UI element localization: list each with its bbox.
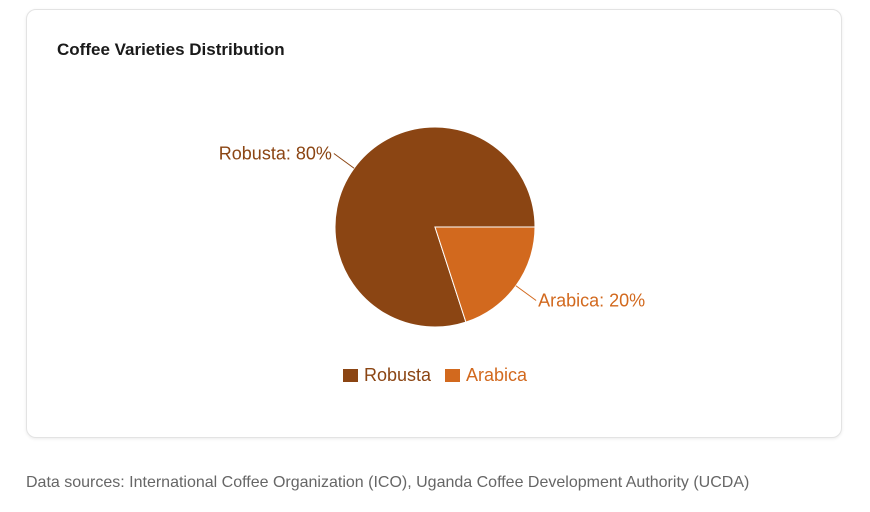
chart-card: Coffee Varieties Distribution Robusta: 8…: [26, 9, 842, 438]
legend-label-robusta: Robusta: [363, 365, 431, 385]
legend-item-robusta[interactable]: Robusta: [342, 365, 431, 386]
legend-swatch-robusta: [342, 369, 358, 382]
slice-label-arabica: Arabica: 20%: [538, 290, 645, 310]
legend-label-arabica: Arabica: [466, 365, 528, 385]
slice-label-robusta: Robusta: 80%: [219, 144, 332, 164]
label-line-arabica: [515, 285, 537, 301]
legend-item-arabica[interactable]: Arabica: [445, 365, 527, 386]
slice-labels: Robusta: 80% Arabica: 20%: [219, 144, 645, 311]
pie-chart: Robusta: 80% Arabica: 20%: [219, 126, 645, 328]
label-line-robusta: [333, 153, 355, 169]
chart-title: Coffee Varieties Distribution: [57, 40, 285, 59]
data-source-note: Data sources: International Coffee Organ…: [26, 474, 750, 491]
legend-swatch-arabica: [445, 369, 460, 382]
chart-legend: Robusta Arabica: [27, 365, 843, 386]
pie-slices: [334, 126, 536, 328]
